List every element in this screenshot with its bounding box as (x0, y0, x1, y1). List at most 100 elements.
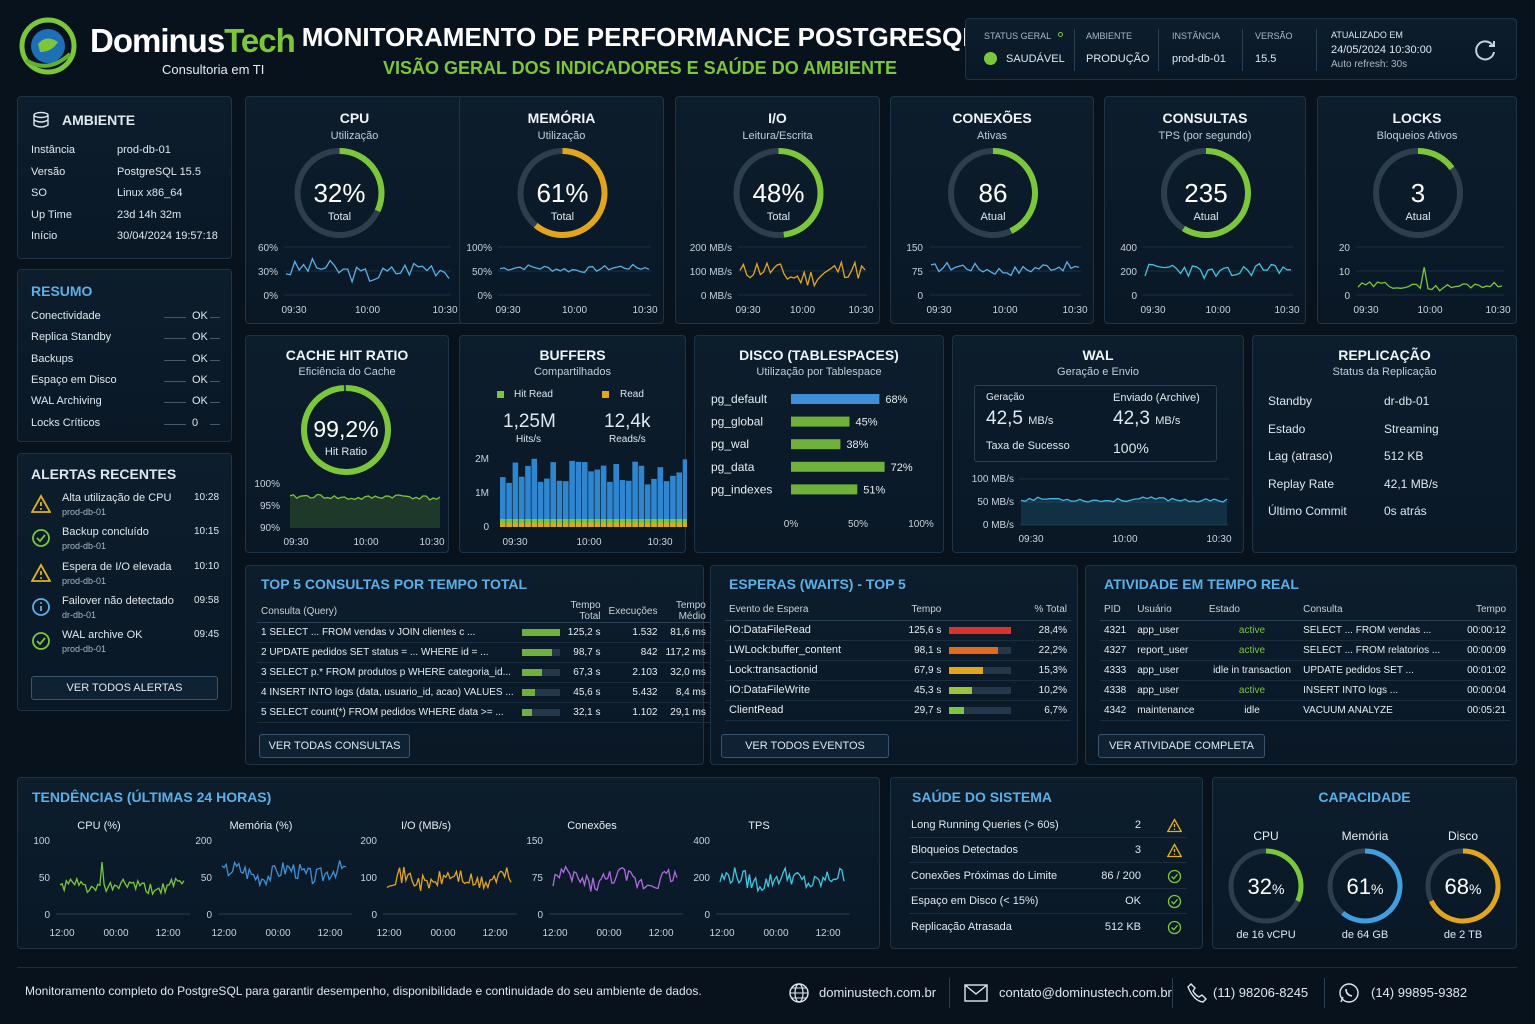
wal-subtitle: Geração e Envio (1057, 366, 1139, 378)
table-row[interactable]: 4333 app_user idle in transaction UPDATE pe… (1100, 660, 1510, 681)
alert-title[interactable]: Failover não detectado (62, 594, 174, 607)
cpu-series-line (285, 256, 450, 284)
table-row[interactable]: 4 INSERT INTO logs (data, usuario_id, ac… (257, 682, 710, 703)
status-bar: STATUS GERAL SAUDÁVEL AMBIENTE PRODUÇÃO … (965, 18, 1517, 80)
mem-ytick: 100% (466, 243, 492, 254)
table-row[interactable]: LWLock:buffer_content 98,1 s 22,2% (725, 640, 1071, 661)
col-header: Tempo (1458, 600, 1510, 621)
ambiente-key: Início (31, 230, 58, 242)
ver-atividade-completa-button[interactable]: VER ATIVIDADE COMPLETA (1098, 734, 1265, 758)
buffers-hit-bar-base (581, 519, 588, 523)
buffers-hit-bar (525, 465, 531, 527)
col-header: Evento de Espera (725, 600, 890, 621)
table-row[interactable]: 4327 report_user active SELECT ... FROM rel… (1100, 640, 1510, 661)
cpu-ytick: 0% (264, 291, 279, 302)
cpu-gauge-panel: CPU Utilização 32% Total 60% 30% 0% 09:30 10:00 1… (245, 96, 464, 324)
replicacao-value: Streaming (1384, 421, 1439, 436)
alert-title[interactable]: Alta utilização de CPU (62, 492, 172, 504)
trend-xtick: 12:00 (709, 928, 734, 939)
table-row[interactable]: ClientRead 29,7 s 6,7% (725, 700, 1071, 721)
table-row[interactable]: 4338 app_user active INSERT INTO logs ... 00… (1100, 680, 1510, 701)
buffers-hit-bar-base (550, 519, 556, 523)
cpu-xtick: 10:00 (355, 305, 380, 316)
table-row[interactable]: 2 UPDATE pedidos SET status = ... WHERE … (257, 642, 710, 663)
wal-rate-value: 100% (1113, 440, 1149, 456)
tps-value: 235 (1184, 178, 1227, 208)
wait-time: 98,1 s (889, 640, 946, 661)
ver-todas-consultas-button[interactable]: VER TODAS CONSULTAS (259, 734, 410, 758)
saude-key: Long Running Queries (> 60s) (911, 819, 1059, 831)
wal-sent-label: Enviado (Archive) (1113, 392, 1200, 404)
buffers-hit-bar-base (644, 519, 651, 523)
wait-pct: 28,4% (1015, 620, 1071, 641)
buffers-hit-bar (506, 482, 512, 527)
check-icon (31, 631, 51, 656)
mem-value: 61% (536, 178, 588, 208)
wait-event: IO:DataFileRead (725, 620, 890, 641)
table-row[interactable]: IO:DataFileWrite 45,3 s 10,2% (725, 680, 1071, 701)
resumo-dots (210, 359, 220, 361)
col-header: Execuções (604, 600, 662, 623)
footer-phone[interactable]: (11) 98206-8245 (1213, 985, 1309, 1000)
table-row[interactable]: 4342 maintenance idle VACUUM ANALYZE 00:05:2… (1100, 700, 1510, 721)
cache-xtick: 10:00 (353, 537, 378, 548)
alert-title[interactable]: WAL archive OK (62, 629, 143, 642)
pid: 4321 (1100, 620, 1134, 641)
buffers-xtick: 09:30 (502, 537, 527, 548)
buffers-hit-bar (607, 481, 613, 527)
consulta: INSERT INTO logs ... (1299, 680, 1459, 701)
conn-xtick: 09:30 (926, 305, 951, 316)
buffers-subtitle: Compartilhados (533, 366, 612, 378)
alert-time: 10:28 (194, 492, 220, 503)
cpu-title: CPU (339, 110, 370, 126)
buffers-read-bar (613, 523, 619, 527)
saude-key: Bloqueios Detectados (911, 844, 1019, 857)
buffers-hit-bar-base (588, 519, 594, 523)
waits-panel: ESPERAS (WAITS) - TOP 5 Evento de Espera… (710, 565, 1078, 765)
locks-chart: 3 Atual 20 10 009:30 10:00 10:30 (1339, 148, 1511, 316)
trend-series-line (552, 865, 678, 892)
alert-title[interactable]: Backup concluído (62, 526, 149, 539)
cache-gauge-arc (301, 385, 391, 475)
usuario: report_user (1133, 640, 1205, 661)
table-row[interactable]: IO:DataFileRead 125,6 s 28,4% (725, 620, 1071, 641)
table-row[interactable]: 4321 app_user active SELECT ... FROM vendas… (1100, 620, 1510, 641)
trend-ytick: 0 (206, 910, 212, 921)
tablespace-name: pg_global (711, 415, 763, 429)
alert-title[interactable]: Espera de I/O elevada (62, 560, 172, 573)
footer-email-link[interactable]: contato@dominustech.com.br (999, 985, 1172, 1000)
resumo-dots (210, 402, 220, 404)
query-total: 98,7 s (563, 642, 605, 663)
footer-whatsapp[interactable]: (14) 99895-9382 (1371, 985, 1468, 1000)
footer-site-link[interactable]: dominustech.com.br (819, 985, 937, 1000)
tablespace-pct: 72% (891, 462, 913, 474)
buffers-xtick: 10:00 (576, 537, 601, 548)
buffers-read-bar (575, 523, 582, 527)
divider (1158, 29, 1159, 71)
capacidade-sub: de 16 vCPU (1236, 929, 1295, 941)
refresh-icon[interactable] (1472, 37, 1498, 63)
buffers-bar-chart: 2M 1M 0 09:30 10:00 10:30 (475, 454, 687, 548)
ver-todos-alertas-button[interactable]: VER TODOS ALERTAS (31, 676, 218, 700)
col-header: Consulta (1299, 600, 1459, 621)
wait-bar (945, 660, 1016, 681)
table-row[interactable]: 5 SELECT count(*) FROM pedidos WHERE dat… (257, 702, 710, 723)
usuario: maintenance (1133, 700, 1205, 721)
buffers-hit-bar-base (600, 519, 607, 523)
capacidade-item-title: Memória (1342, 829, 1389, 843)
trend-xtick: 12:00 (376, 928, 401, 939)
buffers-hit-bar-base (506, 519, 512, 523)
col-header: Consulta (Query) (257, 600, 518, 623)
table-row[interactable]: 1 SELECT ... FROM vendas v JOIN clientes… (257, 622, 710, 643)
cache-xtick: 10:30 (419, 537, 444, 548)
ver-todos-eventos-button[interactable]: VER TODOS EVENTOS (721, 734, 889, 758)
locks-xtick: 10:30 (1485, 305, 1510, 316)
table-row[interactable]: 3 SELECT p.* FROM produtos p WHERE categ… (257, 662, 710, 683)
col-header: Tempo (889, 600, 946, 621)
trend-series-line (386, 866, 512, 892)
buffers-hit-bar-base (682, 519, 687, 523)
buffers-hit-bar (670, 475, 676, 527)
buffers-read-bar (682, 523, 687, 527)
disco-panel: DISCO (TABLESPACES) Utilização por Table… (694, 335, 944, 553)
table-row[interactable]: Lock:transactionid 67,9 s 15,3% (725, 660, 1071, 681)
